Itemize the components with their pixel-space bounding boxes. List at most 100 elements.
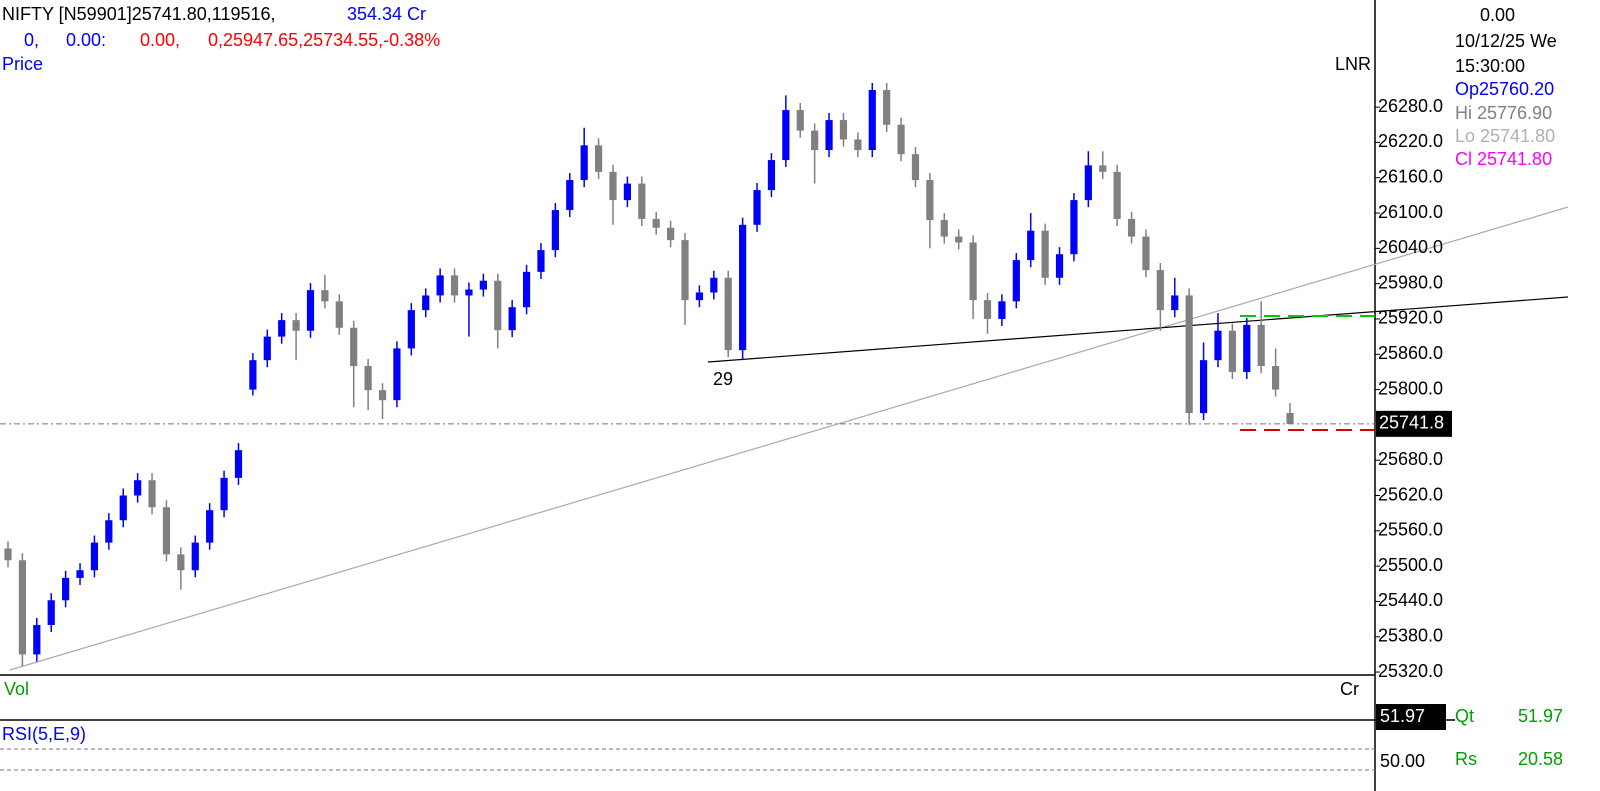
header-field: 0.00, — [140, 30, 180, 50]
candle-body — [508, 307, 516, 331]
y-tick-label: 26160.0 — [1378, 166, 1443, 186]
y-tick-label: 25560.0 — [1378, 520, 1443, 540]
candle-body — [1113, 171, 1121, 219]
trend-line — [9, 206, 1569, 671]
candle-body — [494, 280, 502, 331]
candle-body — [76, 570, 84, 578]
qt-value: 51.97 — [1518, 706, 1563, 726]
candle-body — [796, 110, 804, 131]
header-field: 0.00: — [66, 30, 106, 50]
y-tick-label: 25620.0 — [1378, 484, 1443, 504]
candle-body — [551, 210, 559, 251]
candle-body — [537, 250, 545, 272]
candle-body — [623, 183, 631, 201]
info-value: 0.00 — [1480, 5, 1515, 25]
candle-body — [119, 495, 127, 521]
candle-body — [1041, 230, 1049, 278]
candle-body — [1027, 230, 1035, 261]
candle-body — [998, 301, 1006, 319]
candle-body — [638, 183, 646, 219]
candle-body — [191, 542, 199, 571]
candle-body — [364, 366, 372, 391]
candle-body — [969, 242, 977, 301]
candle-body — [897, 124, 905, 155]
y-tick-label: 26280.0 — [1378, 96, 1443, 116]
y-tick-label: 26220.0 — [1378, 131, 1443, 151]
candle-body — [1214, 330, 1222, 361]
candle-body — [926, 180, 934, 221]
candle-body — [767, 160, 776, 191]
candle-body — [479, 280, 487, 290]
candle-body — [854, 139, 862, 151]
candle-body — [321, 290, 329, 302]
tag-box — [1376, 704, 1446, 730]
info-high: Hi 25776.90 — [1455, 103, 1552, 123]
candle-body — [436, 275, 444, 296]
y-tick-label: 25980.0 — [1378, 272, 1443, 292]
rs-label: Rs — [1455, 749, 1477, 769]
candle-body — [1185, 295, 1193, 414]
candle-body — [724, 277, 732, 351]
candle-body — [378, 390, 387, 401]
panel-label: Cr — [1340, 679, 1359, 699]
panel-label: Price — [2, 54, 43, 74]
candle-body — [983, 300, 992, 319]
candle-body — [594, 145, 603, 172]
y-tick-label: 26100.0 — [1378, 202, 1443, 222]
candle-body — [1012, 260, 1020, 302]
candle-body — [278, 320, 286, 337]
price-tag — [1376, 410, 1452, 437]
y-tick-label: 25920.0 — [1378, 308, 1443, 328]
candle-body — [335, 301, 343, 328]
candle-body — [566, 180, 574, 211]
candle-body — [940, 220, 948, 237]
candle-body — [652, 218, 660, 228]
candle-body — [782, 110, 790, 161]
candle-body — [134, 480, 142, 496]
y-tick-label: 26040.0 — [1378, 237, 1443, 257]
candle-body — [667, 227, 675, 241]
info-date: 10/12/25 We — [1455, 31, 1557, 51]
candle-body — [33, 624, 41, 655]
candle-body — [18, 560, 27, 655]
info-low: Lo 25741.80 — [1455, 126, 1555, 146]
info-close: Cl 25741.80 — [1455, 149, 1552, 169]
qt-label: Qt — [1455, 706, 1474, 726]
candle-body — [206, 510, 214, 543]
y-tick-label: 25320.0 — [1378, 661, 1443, 681]
candle-body — [825, 120, 833, 151]
candle-body — [1228, 330, 1236, 372]
candle-body — [105, 520, 113, 543]
candle-body — [1142, 236, 1150, 271]
candle-body — [350, 327, 358, 367]
y-tick-label: 25380.0 — [1378, 625, 1443, 645]
candle-body — [681, 240, 689, 301]
candle-body — [883, 90, 891, 125]
candle-body — [177, 554, 185, 571]
candle-body — [62, 577, 70, 601]
y-tick-label: 25500.0 — [1378, 555, 1443, 575]
candle-body — [1286, 413, 1294, 424]
candle-body — [580, 145, 588, 181]
candle-body — [162, 507, 171, 555]
header-turnover: 354.34 Cr — [347, 4, 426, 24]
candle-body — [1099, 165, 1107, 172]
header-field: 0, — [24, 30, 39, 50]
info-open: Op25760.20 — [1455, 79, 1554, 99]
candle-body — [47, 600, 55, 625]
annotation: 29 — [713, 369, 733, 389]
candle-body — [1171, 295, 1179, 311]
candle-body — [4, 548, 12, 561]
y-tick-label: 25800.0 — [1378, 378, 1443, 398]
candle-body — [955, 236, 963, 243]
y-tick-label: 25440.0 — [1378, 590, 1443, 610]
candle-body — [710, 277, 718, 293]
candle-body — [739, 224, 747, 351]
candle-body — [90, 542, 99, 571]
candle-body — [1127, 218, 1136, 237]
candle-body — [811, 130, 819, 151]
panel-label: RSI(5,E,9) — [2, 724, 86, 744]
rsi-tick: 50.00 — [1380, 751, 1425, 771]
candle-body — [1271, 366, 1280, 390]
